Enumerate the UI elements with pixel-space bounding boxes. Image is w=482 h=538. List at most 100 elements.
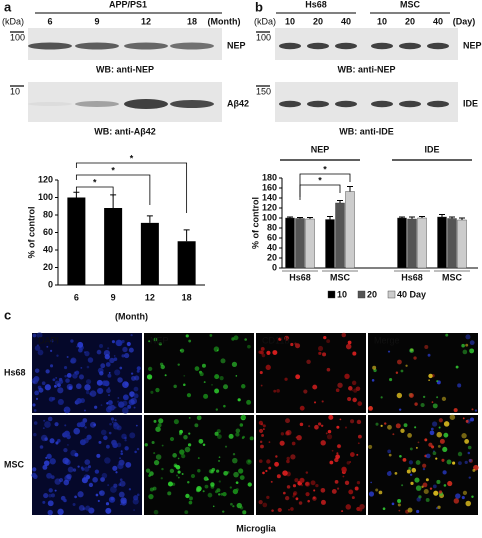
cell-signal [134, 450, 137, 454]
cell-signal [158, 342, 162, 346]
cell-signal [315, 483, 319, 488]
cell-signal [186, 393, 192, 398]
cell-signal [401, 484, 404, 487]
cell-signal [356, 481, 361, 485]
cell-signal [232, 457, 238, 464]
cell-signal [125, 461, 132, 468]
cell-signal [218, 493, 221, 496]
cell-signal [270, 480, 273, 483]
cell-signal [422, 463, 427, 468]
cell-signal [244, 338, 247, 341]
cell-signal [195, 487, 201, 493]
blot-band [124, 99, 168, 109]
cell-signal [395, 371, 399, 374]
cell-signal [274, 461, 279, 467]
blot-band [75, 42, 119, 50]
cell-signal [262, 424, 266, 428]
cell-signal [389, 378, 393, 382]
cell-signal [408, 460, 414, 465]
cell-signal [416, 509, 420, 514]
cell-signal [63, 406, 71, 414]
cell-signal [77, 347, 83, 353]
cell-signal [149, 471, 154, 476]
cell-signal [45, 369, 50, 374]
blot-band [28, 42, 72, 50]
cell-signal [113, 355, 116, 357]
cell-signal [119, 503, 122, 506]
micrograph [144, 333, 254, 413]
cell-signal [98, 440, 102, 444]
cell-signal [402, 457, 407, 462]
cell-signal [469, 417, 475, 422]
cell-signal [422, 395, 426, 399]
blot-band [279, 42, 301, 50]
cell-signal [247, 460, 251, 463]
cell-signal [229, 486, 232, 489]
cell-signal [351, 496, 355, 500]
cell-signal [164, 374, 167, 377]
cell-signal [443, 421, 450, 427]
cell-signal [305, 492, 310, 497]
cell-signal [341, 510, 344, 513]
cell-signal [453, 408, 458, 413]
blot-caption: WB: anti-IDE [339, 126, 394, 136]
cell-signal [216, 349, 219, 352]
cell-signal [408, 466, 412, 470]
cell-signal [132, 498, 139, 505]
cell-signal [220, 358, 226, 364]
cell-signal [111, 421, 114, 423]
significance-bracket [299, 184, 341, 200]
cell-signal [181, 454, 186, 459]
cell-signal [232, 505, 235, 508]
cell-signal [335, 388, 340, 393]
x-axis-label: (Month) [115, 311, 148, 321]
cell-signal [49, 458, 56, 465]
cell-signal [471, 495, 474, 498]
cell-signal [263, 428, 265, 430]
cell-signal [305, 481, 309, 486]
y-tick-label: 60 [43, 227, 53, 237]
cell-signal [266, 495, 270, 500]
cell-signal [405, 364, 408, 367]
group-label: APP/PS1 [109, 0, 147, 9]
cell-signal [103, 435, 108, 441]
cell-signal [294, 478, 299, 483]
cell-signal [32, 467, 37, 472]
column-label: NEP [150, 335, 169, 345]
group-label: MSC [400, 0, 421, 9]
cell-signal [380, 396, 383, 399]
cell-signal [416, 497, 421, 502]
cell-signal [415, 485, 422, 491]
cell-signal [425, 453, 431, 459]
cell-signal [455, 493, 461, 499]
cell-signal [176, 474, 178, 477]
cell-signal [399, 454, 402, 458]
cell-signal [462, 349, 468, 355]
cell-signal [76, 422, 82, 428]
cell-signal [285, 431, 290, 436]
cell-signal [350, 419, 355, 424]
cell-signal [268, 466, 272, 470]
cell-signal [189, 496, 193, 501]
cell-signal [118, 491, 125, 498]
blot-band [307, 100, 329, 108]
y-axis-label: % of control [26, 207, 36, 259]
cell-signal [265, 469, 268, 473]
cell-signal [113, 483, 118, 488]
blot-band [279, 100, 301, 108]
cell-signal [113, 357, 118, 362]
cell-signal [117, 377, 123, 383]
cell-signal [57, 387, 64, 394]
cell-signal [38, 387, 44, 393]
bar [417, 217, 427, 269]
bar [335, 202, 345, 269]
bar [437, 216, 447, 269]
cell-signal [428, 373, 433, 379]
cell-signal [43, 460, 50, 466]
cell-signal [292, 484, 297, 488]
cell-signal [307, 499, 310, 503]
cell-signal [44, 437, 48, 441]
cell-signal [55, 376, 58, 379]
significance-star: * [111, 165, 115, 175]
cell-signal [122, 400, 128, 406]
